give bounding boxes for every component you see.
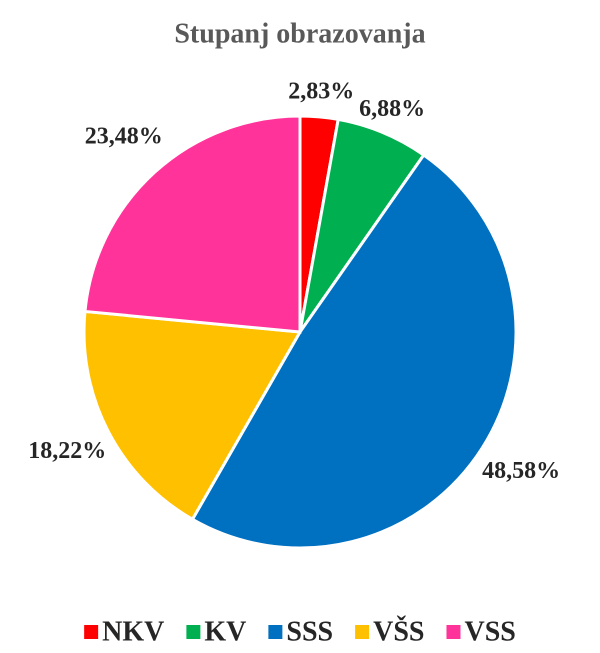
legend-swatch — [446, 625, 461, 639]
legend-label: KV — [204, 616, 246, 647]
legend-swatch — [268, 625, 283, 639]
data-label: 2,83% — [288, 78, 354, 104]
pie-slice — [82, 309, 303, 522]
legend-swatch — [84, 625, 99, 639]
legend-label: VŠS — [373, 616, 424, 647]
chart-title: Stupanj obrazovanja — [174, 18, 425, 49]
legend-swatch — [355, 625, 370, 639]
pie-slice — [83, 114, 302, 334]
legend-label: NKV — [102, 616, 164, 647]
data-label: 18,22% — [28, 438, 106, 464]
legend-label: SSS — [286, 616, 333, 647]
data-label: 23,48% — [85, 124, 163, 150]
data-label: 6,88% — [359, 96, 425, 122]
legend-swatch — [186, 625, 201, 639]
legend-label: VSS — [464, 616, 515, 647]
pie-slice — [190, 152, 518, 550]
data-label: 48,58% — [482, 458, 560, 484]
